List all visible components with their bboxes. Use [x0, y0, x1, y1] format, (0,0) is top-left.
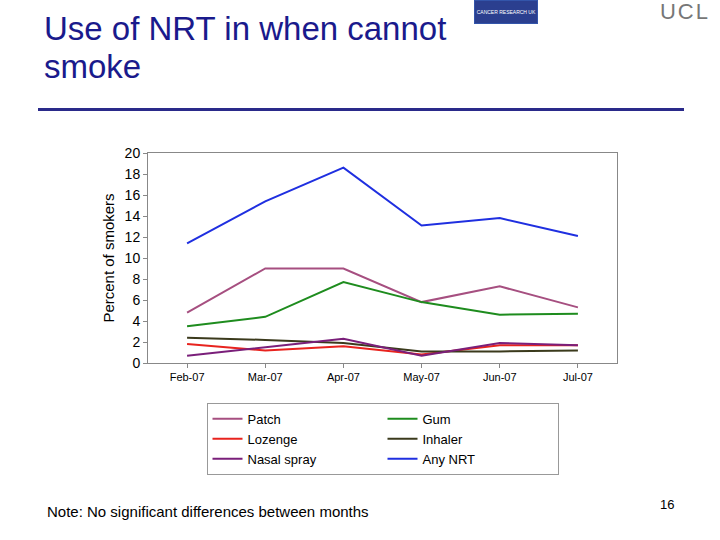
html-text:UCL: UCL	[660, 0, 710, 24]
svg-text:8: 8	[132, 271, 140, 287]
svg-text:6: 6	[132, 292, 140, 308]
svg-text:Jul-07: Jul-07	[563, 371, 593, 383]
svg-text:18: 18	[125, 166, 141, 182]
svg-text:4: 4	[132, 313, 140, 329]
svg-text:Nasal spray: Nasal spray	[248, 452, 317, 467]
svg-text:Inhaler: Inhaler	[423, 432, 463, 447]
svg-text:16: 16	[125, 187, 141, 203]
svg-text:Patch: Patch	[248, 412, 281, 427]
svg-text:10: 10	[125, 250, 141, 266]
svg-text:Lozenge: Lozenge	[248, 432, 298, 447]
svg-text:12: 12	[125, 229, 141, 245]
svg-text:May-07: May-07	[403, 371, 440, 383]
html-text:Use of NRT in when cannot smok: Use of NRT in when cannot smoke	[44, 10, 447, 85]
svg-text:14: 14	[125, 208, 141, 224]
html-text:Note: No significant differenc: Note: No significant differences between…	[47, 503, 369, 520]
svg-text:Feb-07: Feb-07	[170, 371, 205, 383]
svg-text:Mar-07: Mar-07	[248, 371, 283, 383]
svg-text:2: 2	[132, 334, 140, 350]
svg-text:Any NRT: Any NRT	[423, 452, 476, 467]
svg-text:Percent of smokers: Percent of smokers	[100, 193, 117, 322]
svg-text:Jun-07: Jun-07	[483, 371, 517, 383]
svg-text:Apr-07: Apr-07	[327, 371, 360, 383]
svg-text:20: 20	[125, 145, 141, 161]
svg-text:0: 0	[132, 355, 140, 371]
svg-text:Gum: Gum	[423, 412, 451, 427]
html-text:16: 16	[660, 497, 675, 512]
html-text:CANCER RESEARCH UK: CANCER RESEARCH UK	[476, 9, 536, 15]
